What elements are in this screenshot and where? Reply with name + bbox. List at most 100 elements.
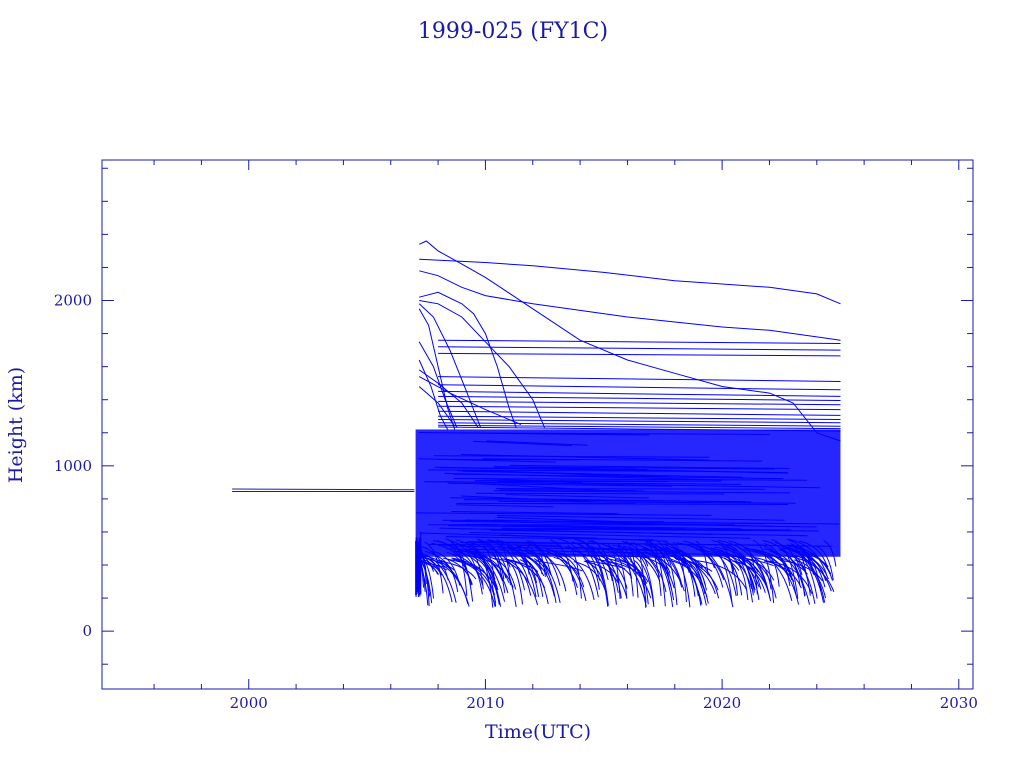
series-line-2: [418, 240, 841, 442]
decay-tail: [779, 559, 823, 582]
decay-tail: [479, 540, 506, 594]
band-line: [436, 458, 580, 461]
series-line-19: [438, 390, 841, 397]
band-line: [501, 527, 792, 531]
decay-tail: [535, 560, 583, 572]
decay-tail: [733, 560, 766, 593]
decay-tail: [717, 539, 767, 585]
decay-tail: [695, 548, 743, 569]
x-tick-label: 2020: [703, 694, 741, 712]
band-line: [509, 464, 790, 469]
decay-tail: [745, 546, 758, 595]
plot-frame: [101, 159, 974, 690]
x-axis-label: Time(UTC): [485, 721, 591, 743]
series-line-24: [438, 415, 841, 420]
decay-tail: [744, 547, 793, 601]
decay-tail: [625, 540, 639, 598]
decay-tail: [424, 541, 444, 594]
decay-tail: [574, 538, 609, 581]
x-tick-label: 2010: [466, 694, 504, 712]
decay-tail: [496, 539, 537, 598]
decay-tail: [797, 544, 814, 572]
decay-tail: [459, 545, 509, 594]
axis-ticks: [102, 160, 973, 689]
decay-tail: [598, 558, 619, 593]
decay-tail: [763, 548, 810, 605]
decay-tail: [607, 544, 621, 599]
series-line-21: [438, 400, 841, 406]
band-line: [473, 440, 572, 447]
decay-tail: [793, 546, 807, 574]
decay-tail: [723, 553, 739, 596]
decay-tail: [553, 556, 585, 588]
decay-tail: [629, 542, 675, 589]
decay-tail: [752, 539, 775, 604]
decay-tail: [450, 540, 483, 595]
band-line: [493, 519, 773, 527]
decay-tail: [664, 546, 691, 608]
decay-tail: [477, 540, 495, 579]
series-line-23: [438, 410, 841, 416]
decay-tail: [524, 542, 561, 586]
decay-tail: [775, 541, 803, 575]
decay-tail: [572, 541, 601, 581]
series-line-0: [232, 488, 415, 491]
decay-tail: [612, 544, 661, 582]
decay-tail: [657, 555, 687, 567]
series-line-20: [438, 395, 841, 401]
y-tick-label: 2000: [54, 292, 92, 310]
decay-tail: [634, 551, 655, 605]
band-line: [481, 483, 599, 491]
decay-tail: [716, 551, 760, 588]
series-line-16: [438, 352, 841, 357]
chart-title: 1999-025 (FY1C): [418, 19, 608, 44]
band-line: [453, 473, 784, 480]
band-line: [496, 515, 785, 521]
decay-tail: [526, 540, 552, 574]
decay-tail: [455, 560, 496, 608]
decay-tail: [710, 547, 753, 590]
series-line-6: [419, 300, 546, 428]
band-line: [500, 471, 671, 478]
decay-tail: [730, 555, 774, 567]
band-line: [450, 497, 752, 503]
series-line-14: [438, 339, 841, 344]
decay-tail: [556, 538, 599, 598]
decay-tail: [585, 560, 605, 584]
band-line: [469, 532, 751, 539]
decay-tail: [514, 543, 530, 575]
decay-tail: [601, 554, 649, 583]
decay-tail: [456, 543, 506, 602]
band-line: [498, 500, 796, 504]
dense-trajectory-band: [415, 429, 841, 559]
decay-tail: [723, 557, 743, 596]
decay-tail: [724, 548, 754, 603]
decay-tail: [781, 545, 825, 603]
band-line: [460, 528, 820, 532]
decay-tail: [769, 550, 797, 595]
band-line: [456, 504, 554, 508]
decay-tail: [762, 540, 806, 596]
series-line-27: [438, 424, 841, 430]
band-line: [448, 525, 686, 530]
series-line-22: [438, 405, 841, 411]
band-line: [433, 455, 710, 458]
decay-tail: [784, 554, 835, 593]
series-line-17: [438, 376, 841, 382]
series-line-26: [438, 422, 841, 427]
decay-tail: [672, 541, 687, 603]
decay-tail: [617, 544, 636, 572]
decay-tail: [793, 559, 827, 599]
band-line: [453, 477, 807, 481]
band-line: [427, 543, 562, 546]
decay-tail: [533, 558, 548, 575]
decay-tail: [558, 552, 595, 601]
decay-tail: [504, 558, 532, 596]
decay-tail: [644, 551, 673, 591]
decay-tail: [763, 545, 786, 569]
band-line: [451, 510, 619, 515]
decay-tail: [549, 550, 578, 596]
series-line-11: [418, 386, 456, 427]
decay-tail: [613, 550, 628, 599]
band-line: [460, 453, 709, 461]
